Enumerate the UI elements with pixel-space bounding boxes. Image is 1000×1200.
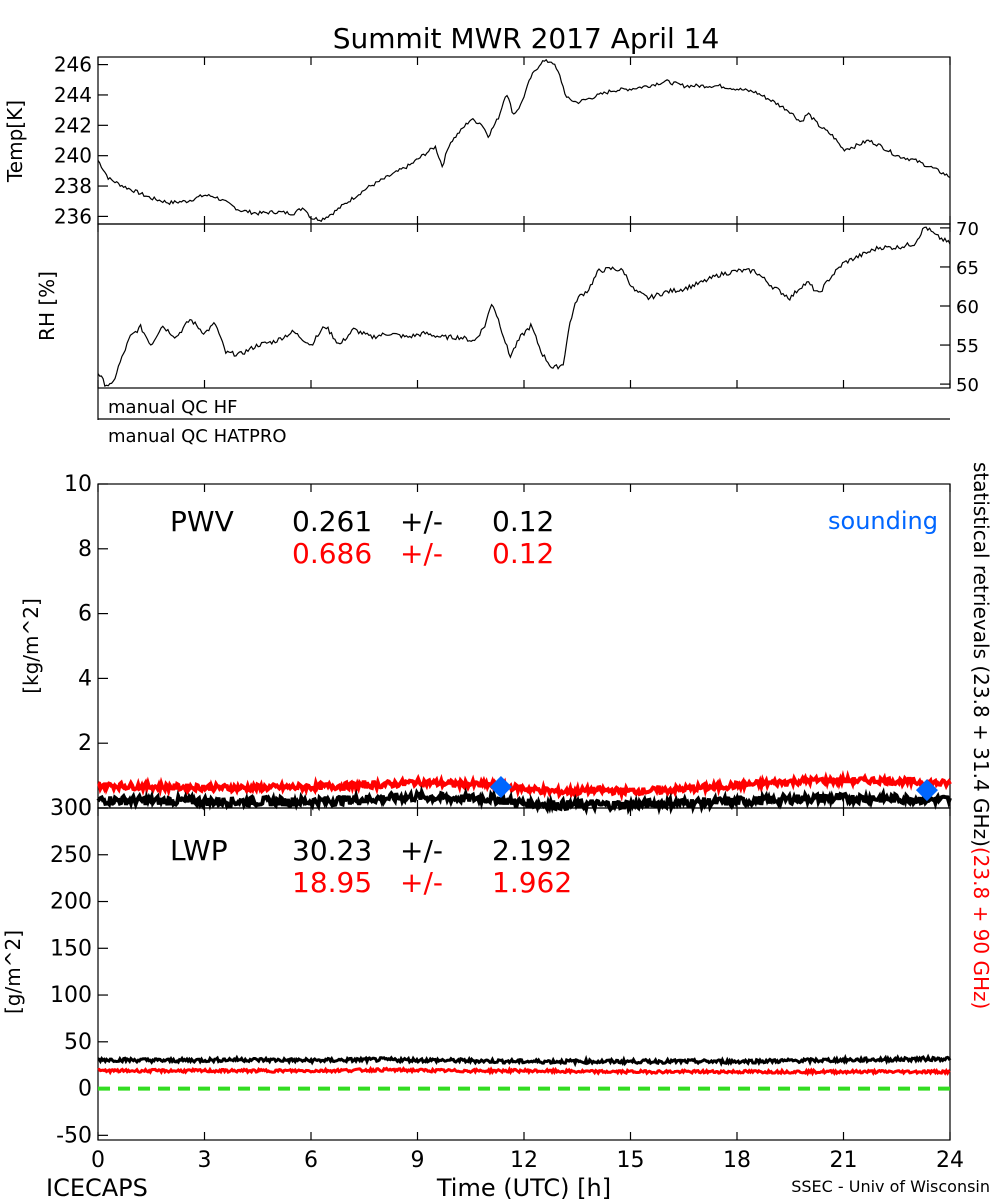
footer-center: Time (UTC) [h] bbox=[436, 1174, 611, 1200]
temp-frame bbox=[97, 56, 951, 225]
temp-panel: 236 238 240 242 244 246 Temp[K] bbox=[3, 53, 951, 228]
pwv-y-axis: 0 2 4 6 8 10 bbox=[64, 472, 108, 821]
lwp-stats-black: 30.23 +/- 2.192 bbox=[292, 834, 572, 867]
temp-ylabel: Temp[K] bbox=[3, 100, 27, 183]
lwp-title: LWP bbox=[170, 834, 228, 867]
x-tick-label-5: 15 bbox=[617, 1148, 645, 1173]
rh-y-axis: 50 55 60 65 70 bbox=[940, 219, 979, 396]
temp-x-ticks bbox=[97, 57, 951, 224]
right-side-labels: statistical retrievals (23.8 + 31.4 GHz)… bbox=[969, 462, 993, 1009]
lwp-ytick-label-1: 0 bbox=[78, 1077, 92, 1102]
pwv-panel: 0 2 4 6 8 10 [kg/m^2] PWV 0.261 +/- 0.12 0.68… bbox=[19, 472, 952, 821]
pwv-black-series bbox=[96, 785, 952, 816]
pwv-ytick-label-0: 0 bbox=[78, 796, 92, 821]
rh-series-line bbox=[97, 226, 951, 387]
x-tick-label-4: 12 bbox=[510, 1148, 538, 1173]
lwp-red-err: 1.962 bbox=[492, 866, 572, 899]
qc-hf-label: manual QC HF bbox=[108, 397, 237, 418]
x-tick-label-0: 0 bbox=[91, 1148, 105, 1173]
svg-text:statistical retrievals (23.8 +: statistical retrievals (23.8 + 31.4 GHz)… bbox=[969, 462, 993, 1009]
rh-ytick-label-4: 70 bbox=[956, 219, 979, 240]
pwv-ytick-label-4: 8 bbox=[78, 537, 92, 562]
temp-ytick-label-2: 240 bbox=[54, 144, 92, 168]
lwp-stats-red: 18.95 +/- 1.962 bbox=[292, 866, 572, 899]
pwv-ytick-label-5: 10 bbox=[64, 472, 92, 497]
pwv-ytick-label-1: 2 bbox=[78, 731, 92, 756]
lwp-ytick-label-7: 300 bbox=[50, 796, 92, 821]
x-tick-label-8: 24 bbox=[936, 1148, 964, 1173]
x-tick-label-7: 21 bbox=[830, 1148, 858, 1173]
lwp-x-ticks bbox=[97, 808, 951, 1140]
pwv-stats-red: 0.686 +/- 0.12 bbox=[292, 537, 554, 570]
sounding-marker-1 bbox=[915, 779, 938, 802]
temp-series-line bbox=[97, 58, 951, 223]
pwv-red-sep: +/- bbox=[400, 537, 443, 570]
lwp-black-sep: +/- bbox=[400, 834, 443, 867]
rh-ylabel: RH [%] bbox=[35, 271, 59, 341]
pwv-ytick-label-3: 6 bbox=[78, 602, 92, 627]
temp-ytick-label-3: 242 bbox=[54, 113, 92, 137]
rh-panel: 50 55 60 65 70 RH [%] bbox=[35, 219, 979, 396]
temp-ytick-label-0: 236 bbox=[54, 204, 92, 228]
side-label-black: statistical retrievals (23.8 + 31.4 GHz) bbox=[969, 462, 993, 847]
lwp-ylabel: [g/m^2] bbox=[1, 930, 25, 1014]
temp-y-axis: 236 238 240 242 244 246 bbox=[54, 53, 108, 228]
pwv-sounding-markers bbox=[489, 775, 938, 802]
footer-right: SSEC - Univ of Wisconsin bbox=[791, 1177, 990, 1196]
sounding-legend: sounding bbox=[828, 507, 938, 535]
footer-left: ICECAPS bbox=[46, 1174, 148, 1200]
pwv-title: PWV bbox=[170, 505, 234, 538]
temp-ytick-label-1: 238 bbox=[54, 174, 92, 198]
rh-frame bbox=[97, 223, 951, 389]
temp-ytick-label-4: 244 bbox=[54, 83, 92, 107]
lwp-black-series bbox=[97, 1053, 952, 1068]
x-tick-label-1: 3 bbox=[198, 1148, 212, 1173]
lwp-ytick-label-2: 50 bbox=[64, 1030, 92, 1055]
lwp-ytick-label-4: 150 bbox=[50, 936, 92, 961]
pwv-stats-black: 0.261 +/- 0.12 bbox=[292, 505, 554, 538]
x-tick-label-6: 18 bbox=[723, 1148, 751, 1173]
lwp-red-series bbox=[97, 1065, 951, 1077]
pwv-red-mean: 0.686 bbox=[292, 537, 372, 570]
rh-x-ticks bbox=[97, 224, 951, 388]
lwp-black-mean: 30.23 bbox=[292, 834, 372, 867]
lwp-red-mean: 18.95 bbox=[292, 866, 372, 899]
x-tick-label-3: 9 bbox=[411, 1148, 425, 1173]
lwp-black-err: 2.192 bbox=[492, 834, 572, 867]
pwv-black-sep: +/- bbox=[400, 505, 443, 538]
x-tick-labels: 0 3 6 9 12 15 18 21 24 bbox=[91, 1148, 964, 1173]
pwv-black-mean: 0.261 bbox=[292, 505, 372, 538]
lwp-y-axis: -50 0 50 100 150 200 250 300 bbox=[50, 796, 108, 1148]
pwv-red-series bbox=[97, 769, 952, 802]
sounding-marker-0 bbox=[489, 775, 512, 798]
pwv-red-err: 0.12 bbox=[492, 537, 554, 570]
pwv-ytick-label-2: 4 bbox=[78, 666, 92, 691]
rh-ytick-label-3: 65 bbox=[956, 258, 979, 279]
rh-ytick-label-2: 60 bbox=[956, 297, 979, 318]
lwp-ytick-label-0: -50 bbox=[56, 1123, 92, 1148]
lwp-ytick-label-6: 250 bbox=[50, 843, 92, 868]
rh-ytick-label-0: 50 bbox=[956, 375, 979, 396]
rh-ytick-label-1: 55 bbox=[956, 336, 979, 357]
qc-strips: manual QC HF manual QC HATPRO bbox=[97, 388, 950, 447]
lwp-ytick-label-3: 100 bbox=[50, 983, 92, 1008]
lwp-ytick-label-5: 200 bbox=[50, 890, 92, 915]
figure-title: Summit MWR 2017 April 14 bbox=[333, 22, 720, 55]
lwp-red-sep: +/- bbox=[400, 866, 443, 899]
side-label-red: (23.8 + 90 GHz) bbox=[969, 847, 993, 1009]
pwv-black-err: 0.12 bbox=[492, 505, 554, 538]
temp-ytick-label-5: 246 bbox=[54, 53, 92, 77]
qc-hatpro-label: manual QC HATPRO bbox=[108, 426, 287, 447]
pwv-ylabel: [kg/m^2] bbox=[19, 598, 43, 694]
x-tick-label-2: 6 bbox=[304, 1148, 318, 1173]
